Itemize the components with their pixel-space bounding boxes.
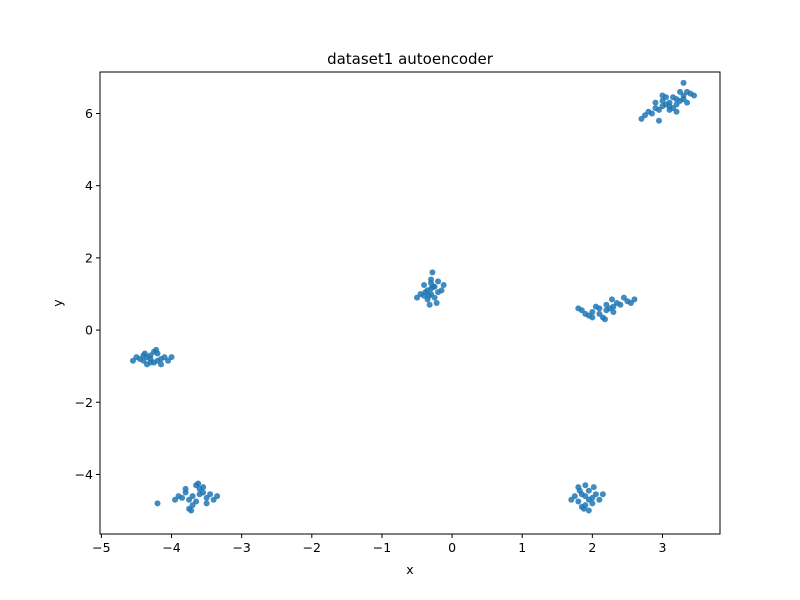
- x-tick-label: −1: [373, 540, 391, 555]
- scatter-point: [147, 359, 154, 366]
- scatter-point: [585, 507, 592, 514]
- scatter-point: [655, 106, 662, 113]
- scatter-point: [596, 310, 603, 317]
- scatter-point: [652, 99, 659, 106]
- scatter-point: [431, 294, 438, 301]
- scatter-point: [603, 301, 610, 308]
- scatter-point: [188, 507, 195, 514]
- scatter-point: [440, 281, 447, 288]
- scatter-point: [421, 281, 428, 288]
- y-tick-label: 4: [85, 178, 93, 193]
- scatter-point: [648, 110, 655, 117]
- points-layer: [129, 79, 698, 514]
- y-tick-label: 6: [85, 106, 93, 121]
- x-tick-label: 3: [659, 540, 667, 555]
- scatter-point: [608, 296, 615, 303]
- scatter-point: [425, 292, 432, 299]
- scatter-point: [168, 354, 175, 361]
- scatter-point: [592, 491, 599, 498]
- axes-layer: −5 −4 −3 −2 −1 0 1 2 3 −4 −2 0 2 4 6: [75, 106, 667, 555]
- scatter-point: [576, 487, 583, 494]
- scatter-point: [129, 357, 136, 364]
- scatter-point: [620, 294, 627, 301]
- scatter-point: [141, 350, 148, 357]
- scatter-point: [589, 314, 596, 321]
- scatter-point: [428, 276, 435, 283]
- scatter-point: [186, 496, 193, 503]
- scatter-point: [203, 500, 210, 507]
- x-tick-label: 0: [448, 540, 456, 555]
- scatter-point: [158, 361, 165, 368]
- scatter-point: [599, 491, 606, 498]
- x-tick-label: 1: [518, 540, 526, 555]
- scatter-point: [430, 283, 437, 290]
- scatter-point: [582, 482, 589, 489]
- scatter-point: [589, 500, 596, 507]
- scatter-point: [592, 303, 599, 310]
- y-axis-label: y: [50, 299, 65, 307]
- scatter-point: [638, 115, 645, 122]
- x-axis-label: x: [406, 562, 413, 577]
- scatter-point: [585, 487, 592, 494]
- x-tick-label: −5: [92, 540, 110, 555]
- scatter-point: [172, 496, 179, 503]
- scatter-point: [684, 99, 691, 106]
- scatter-point: [207, 491, 214, 498]
- scatter-point: [655, 117, 662, 124]
- scatter-point: [433, 300, 440, 306]
- scatter-point: [680, 79, 687, 86]
- x-tick-label: −4: [162, 540, 180, 555]
- y-tick-label: 0: [85, 323, 93, 338]
- chart-title: dataset1 autoencoder: [327, 50, 494, 68]
- x-tick-label: 2: [588, 540, 596, 555]
- scatter-point: [414, 294, 421, 301]
- scatter-point: [438, 287, 445, 294]
- scatter-point: [610, 309, 617, 316]
- x-tick-label: −2: [303, 540, 321, 555]
- scatter-point: [670, 94, 677, 101]
- scatter-point: [575, 498, 582, 505]
- scatter-point: [429, 269, 436, 276]
- y-tick-label: −4: [75, 467, 93, 482]
- scatter-point: [426, 301, 433, 308]
- y-tick-label: 2: [85, 250, 93, 265]
- scatter-point: [631, 296, 638, 303]
- scatter-point: [195, 480, 202, 487]
- scatter-point: [677, 88, 684, 95]
- scatter-point: [154, 500, 161, 507]
- scatter-point: [200, 484, 207, 491]
- scatter-point: [568, 496, 575, 503]
- scatter-point: [580, 505, 587, 512]
- x-tick-label: −3: [232, 540, 250, 555]
- scatter-point: [590, 484, 597, 491]
- scatter-point: [601, 316, 608, 323]
- scatter-point: [596, 496, 603, 503]
- scatter-point: [575, 305, 582, 312]
- scatter-point: [214, 493, 221, 500]
- scatter-point: [153, 346, 160, 353]
- y-tick-label: −2: [75, 395, 93, 410]
- scatter-point: [435, 278, 442, 285]
- plot-frame: [99, 71, 721, 535]
- scatter-point: [659, 92, 666, 99]
- scatter-point: [673, 108, 680, 115]
- scatter-point: [691, 92, 698, 99]
- scatter-point: [613, 300, 620, 306]
- scatter-point: [182, 485, 189, 492]
